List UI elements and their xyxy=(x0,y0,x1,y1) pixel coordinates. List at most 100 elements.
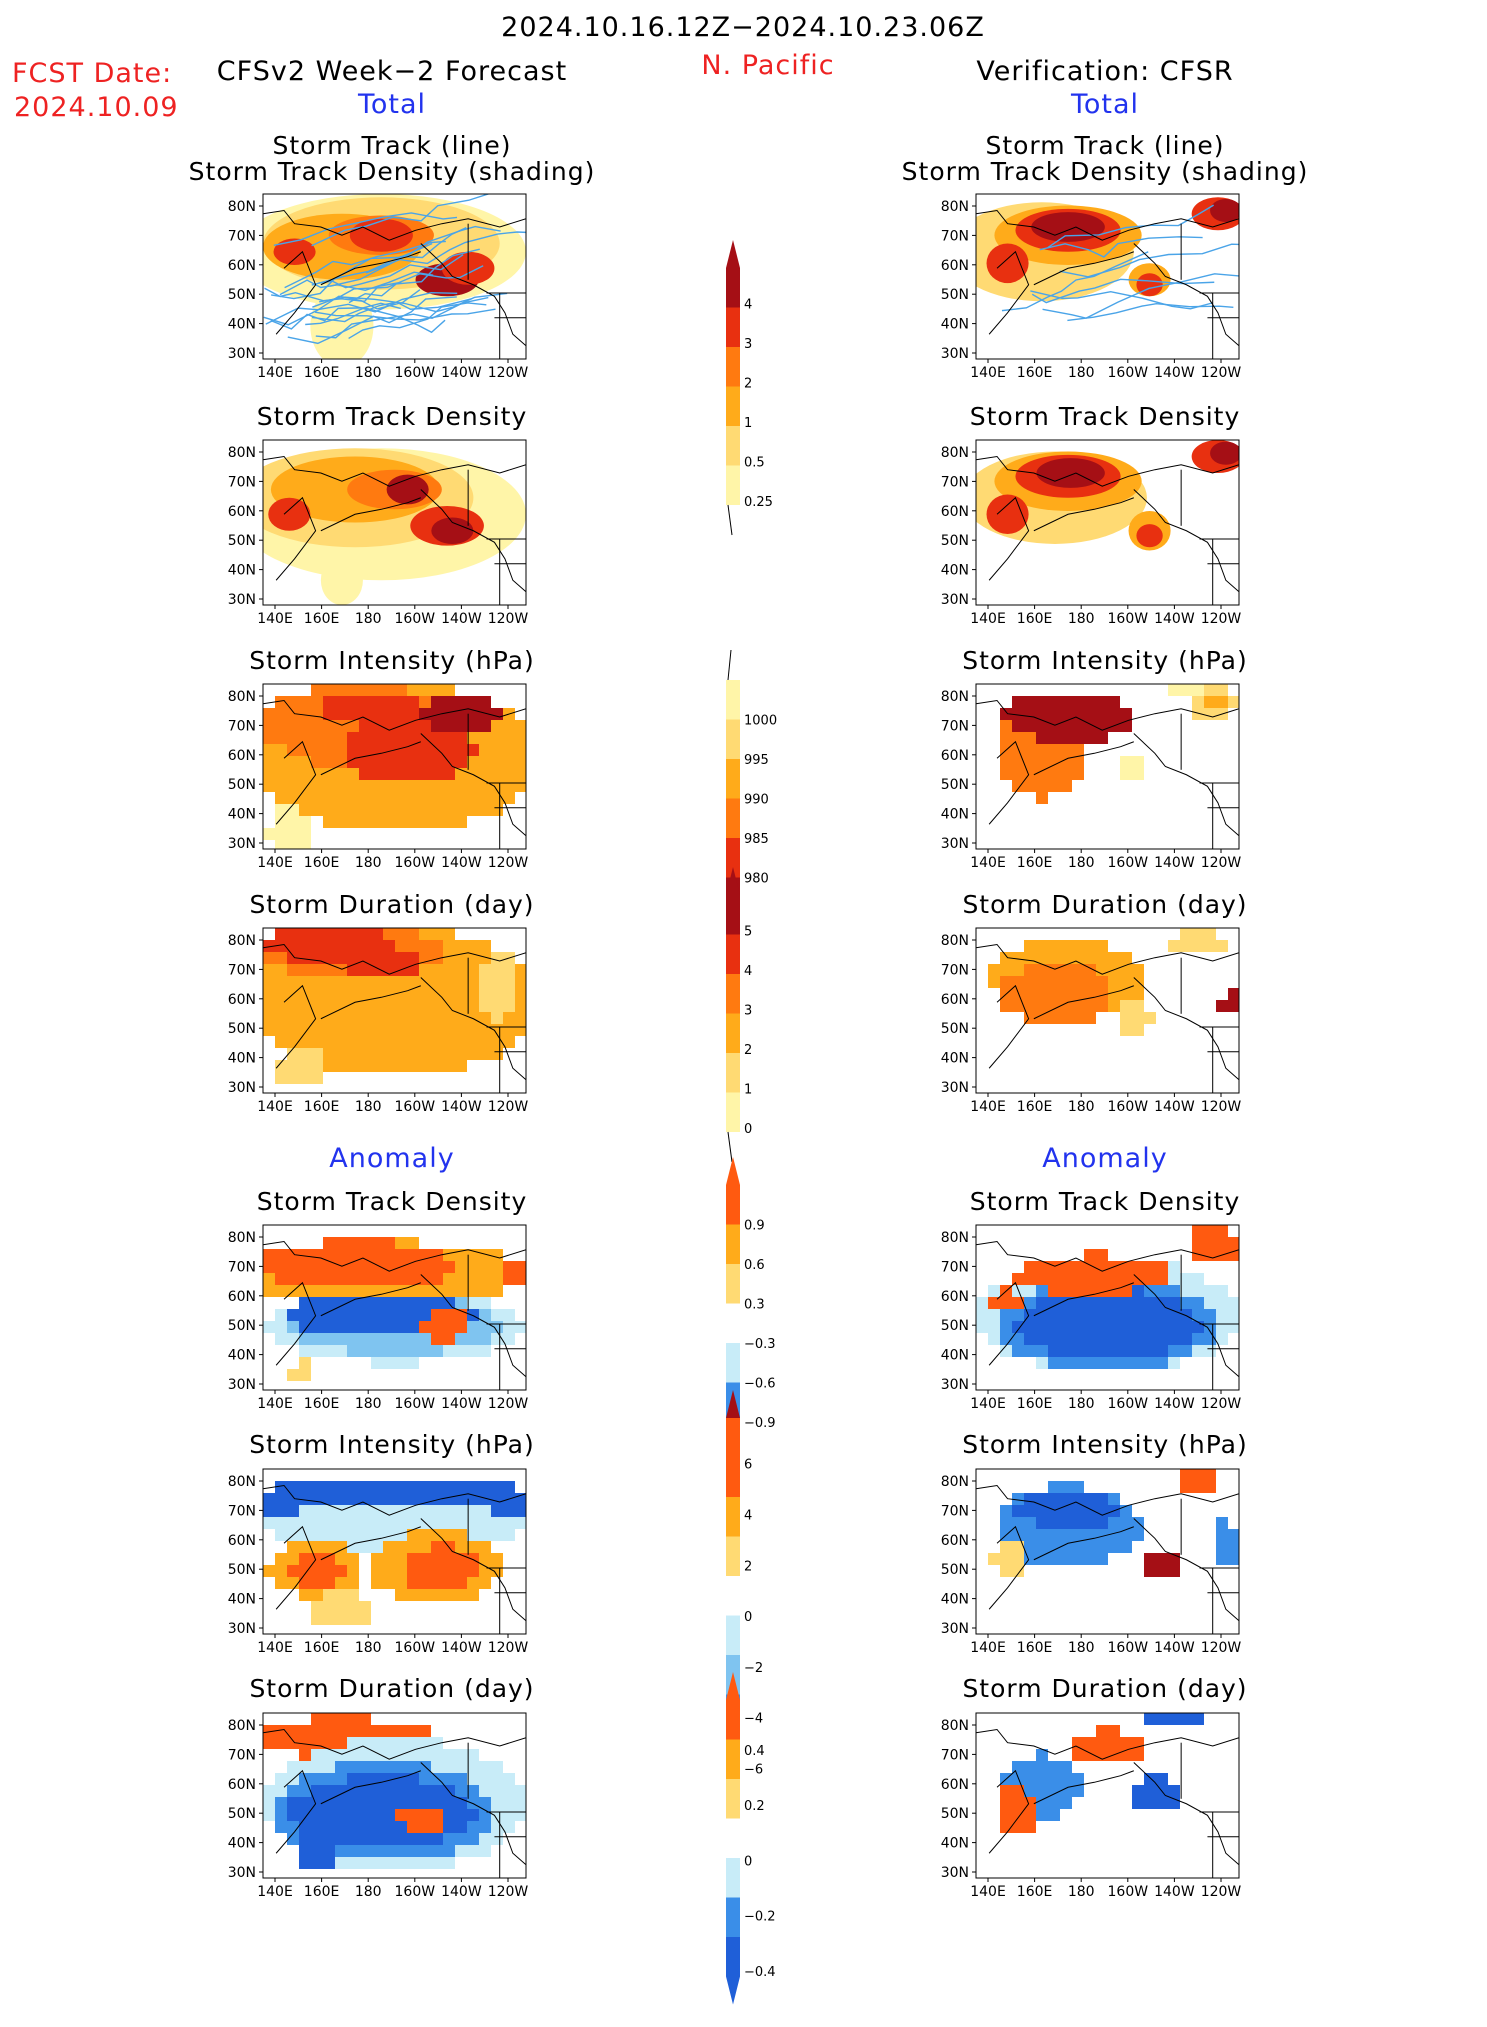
shaded-cell xyxy=(287,1505,299,1517)
shaded-cell xyxy=(275,1000,287,1012)
shaded-cell xyxy=(347,1249,359,1261)
shaded-cell xyxy=(407,976,419,988)
shaded-cell xyxy=(383,708,395,720)
shaded-cell xyxy=(335,964,347,976)
shaded-cell xyxy=(491,1273,503,1285)
shaded-cell xyxy=(335,952,347,964)
shaded-cell xyxy=(323,988,335,1000)
shaded-cell xyxy=(263,1000,275,1012)
shaded-cell xyxy=(347,1601,359,1613)
shaded-cell xyxy=(1060,1309,1072,1321)
shaded-cell xyxy=(299,732,311,744)
shaded-cell xyxy=(371,1493,383,1505)
colorbar-label: 990 xyxy=(744,793,769,808)
shaded-cell xyxy=(371,1345,383,1357)
lat-tick-label: 80N xyxy=(228,1474,256,1490)
shaded-cell xyxy=(1000,1517,1012,1529)
shaded-cell xyxy=(287,816,299,828)
shaded-cell xyxy=(347,1797,359,1809)
shaded-cell xyxy=(299,1529,311,1541)
lon-tick-label: 160E xyxy=(1017,1640,1053,1656)
lat-tick-label: 60N xyxy=(228,992,256,1008)
shaded-cell xyxy=(1060,720,1072,732)
shaded-cell xyxy=(371,1809,383,1821)
shaded-cell xyxy=(1072,1012,1084,1024)
shaded-cell xyxy=(1060,1321,1072,1333)
lon-tick-label: 160E xyxy=(304,855,340,871)
shaded-cell xyxy=(323,1517,335,1529)
shaded-cell xyxy=(407,1809,419,1821)
colorbar-label: 1 xyxy=(744,1083,752,1098)
lon-tick-label: 140E xyxy=(970,1396,1006,1412)
shaded-cell xyxy=(1012,1517,1024,1529)
shaded-cell xyxy=(467,1309,479,1321)
shaded-cell xyxy=(1000,1505,1012,1517)
shaded-cell xyxy=(1156,1773,1168,1785)
shaded-cell xyxy=(311,1749,323,1761)
shaded-cell xyxy=(395,1357,407,1369)
shaded-cell xyxy=(1048,1012,1060,1024)
shaded-cell xyxy=(323,768,335,780)
lon-tick-label: 140E xyxy=(257,1640,293,1656)
title-anom-density-left: Storm Track Density xyxy=(256,1187,528,1216)
shaded-cell xyxy=(371,1845,383,1857)
shaded-cell xyxy=(1192,1297,1204,1309)
shaded-cell xyxy=(1204,1333,1216,1345)
shaded-cell xyxy=(1168,1345,1180,1357)
colorbar-segment xyxy=(726,347,740,387)
shaded-cell xyxy=(287,928,299,940)
shaded-cell xyxy=(311,1773,323,1785)
shaded-cell xyxy=(1036,744,1048,756)
shaded-cell xyxy=(1216,1297,1228,1309)
colorbar-label: −0.4 xyxy=(744,1965,776,1980)
shaded-cell xyxy=(383,1012,395,1024)
colorbar-segment xyxy=(726,759,740,799)
shaded-cell xyxy=(287,1541,299,1553)
shaded-cell xyxy=(479,1012,491,1024)
shaded-cell xyxy=(1036,940,1048,952)
shaded-cell xyxy=(419,928,431,940)
shaded-cell xyxy=(407,1761,419,1773)
shaded-cell xyxy=(407,1249,419,1261)
colorbar-segment xyxy=(726,1937,740,1977)
shaded-cell xyxy=(287,1565,299,1577)
shaded-cell xyxy=(263,756,275,768)
shaded-cell xyxy=(419,768,431,780)
shaded-cell xyxy=(479,1273,491,1285)
shaded-cell xyxy=(479,1333,491,1345)
shaded-cell xyxy=(419,1797,431,1809)
title-density-right: Storm Track Density xyxy=(969,402,1241,431)
shaded-cell xyxy=(287,1249,299,1261)
shaded-cell xyxy=(347,1000,359,1012)
shaded-cell xyxy=(347,1517,359,1529)
shaded-cell xyxy=(311,684,323,696)
shaded-cell xyxy=(527,756,539,768)
shaded-cell xyxy=(1132,1749,1144,1761)
shaded-cell xyxy=(311,1261,323,1273)
shaded-cell xyxy=(1048,1553,1060,1565)
shaded-cell xyxy=(1144,1713,1156,1725)
shaded-cell xyxy=(395,1012,407,1024)
lon-tick-label: 160W xyxy=(1108,1099,1149,1115)
shaded-cell xyxy=(1024,708,1036,720)
shaded-cell xyxy=(491,1553,503,1565)
shaded-cell xyxy=(515,964,526,976)
coastline xyxy=(263,1728,526,1878)
shaded-cell xyxy=(275,1529,287,1541)
shaded-cell xyxy=(383,1845,395,1857)
shaded-cell xyxy=(1180,1333,1192,1345)
shaded-cell xyxy=(1072,1481,1084,1493)
lon-tick-label: 160E xyxy=(1017,855,1053,871)
shaded-cell xyxy=(275,768,287,780)
shaded-cell xyxy=(431,696,443,708)
lon-tick-label: 180 xyxy=(355,611,382,627)
shaded-cell xyxy=(419,804,431,816)
shaded-cell xyxy=(335,1809,347,1821)
lat-tick-label: 80N xyxy=(941,445,969,461)
shaded-cell xyxy=(323,1481,335,1493)
shaded-cell xyxy=(443,940,455,952)
shaded-cell xyxy=(491,964,503,976)
shaded-cell xyxy=(323,1857,335,1869)
shaded-cell xyxy=(515,1517,526,1529)
